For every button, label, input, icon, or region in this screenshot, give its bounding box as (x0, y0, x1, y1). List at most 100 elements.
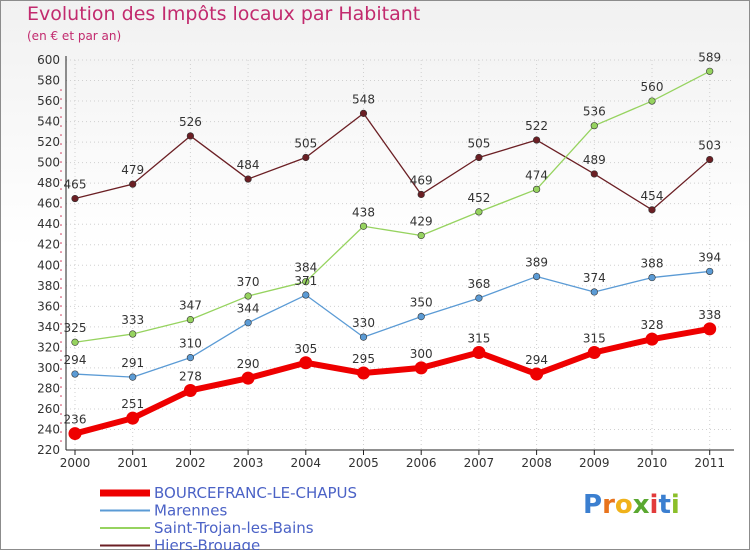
y-tick-label: 300 (37, 361, 60, 375)
data-label: 368 (467, 277, 490, 291)
series-bourcefranc-le-chapus: 236 251 278 290 305 295 300 315 294 315 328 338 (64, 308, 721, 441)
data-point (129, 373, 137, 381)
data-point (706, 67, 714, 75)
legend-label: BOURCEFRANC-LE-CHAPUS (154, 484, 357, 502)
data-label: 278 (179, 369, 202, 383)
y-tick-label: 560 (37, 94, 60, 108)
axes (60, 56, 734, 451)
axis-dot (60, 179, 62, 181)
data-point (299, 356, 313, 370)
data-point (129, 330, 137, 338)
x-tick-label: 2008 (521, 456, 552, 470)
axis-dot (60, 413, 62, 415)
axis-dot (60, 305, 62, 307)
data-point (302, 153, 310, 162)
data-point (357, 366, 370, 380)
y-tick-label: 400 (37, 258, 60, 272)
x-tick-label: 2010 (637, 456, 668, 470)
data-point (532, 136, 541, 144)
logo-letter: t (658, 490, 671, 520)
data-point (244, 292, 252, 300)
y-tick-label: 380 (37, 279, 60, 293)
data-point (532, 185, 541, 193)
data-label: 503 (698, 139, 721, 153)
data-label: 344 (237, 302, 260, 316)
data-point (475, 294, 483, 302)
data-point (126, 411, 140, 425)
axis-dot (60, 251, 62, 253)
axis-dot (60, 377, 62, 379)
axis-dot (60, 134, 62, 136)
data-label: 465 (64, 178, 87, 192)
axis-dot (60, 431, 62, 433)
data-label: 315 (583, 332, 606, 346)
axis-dot (60, 260, 62, 262)
data-point (186, 316, 194, 324)
data-point (244, 175, 252, 183)
data-point (706, 267, 714, 276)
data-label: 560 (641, 80, 664, 94)
series-group: 4654795264845055484695055224894545033253… (64, 50, 721, 441)
series-saint-trojan-les-bains: 325 333 347 370 384 438 429 452 474 536 560 589 (64, 50, 721, 346)
x-tick-label: 2003 (233, 456, 264, 470)
data-label: 454 (641, 189, 664, 203)
data-label: 384 (294, 261, 317, 275)
axis-dot (60, 341, 62, 343)
series-line (74, 112, 711, 211)
data-label: 328 (641, 318, 664, 332)
data-label: 452 (467, 191, 490, 205)
logo-letter: P (583, 490, 603, 520)
data-label: 389 (525, 256, 548, 270)
y-tick-label: 580 (37, 74, 60, 88)
data-point (475, 208, 483, 216)
data-label: 291 (121, 356, 144, 370)
series-hiers-brouage: 465 479 526 484 505 548 469 505 522 489 454 503 (64, 92, 721, 214)
data-point (359, 109, 368, 117)
data-point (186, 132, 194, 140)
y-tick-label: 260 (37, 402, 60, 416)
axis-dot (60, 224, 62, 226)
data-label: 300 (410, 347, 433, 361)
x-tick-label: 2007 (464, 456, 495, 470)
axis-dot (60, 440, 62, 442)
y-tick-label: 280 (37, 381, 60, 395)
x-tick-label: 2006 (406, 456, 437, 470)
axis-dot (60, 404, 62, 406)
data-point (648, 97, 656, 105)
axis-dot (60, 206, 62, 208)
series-line (74, 270, 710, 378)
x-tick-label: 2001 (117, 456, 148, 470)
x-tick-label: 2005 (348, 456, 379, 470)
data-label: 295 (352, 352, 375, 366)
data-point (186, 354, 194, 362)
data-label: 370 (237, 275, 260, 289)
axis-dot (60, 89, 62, 91)
data-point (648, 206, 656, 214)
data-point (359, 222, 368, 230)
axis-dot (60, 314, 62, 316)
y-tick-label: 520 (37, 135, 60, 149)
axis-dot (60, 395, 62, 397)
y-tick-label: 480 (37, 176, 60, 190)
logo-letter: i (649, 490, 659, 520)
data-point (645, 332, 659, 346)
data-label: 438 (352, 205, 375, 219)
series-marennes: 294 291 310 344 371 330 350 368 389 374 388 394 (64, 250, 721, 381)
y-tick-label: 440 (37, 217, 60, 231)
axis-dot (60, 188, 62, 190)
axis-dot (60, 332, 62, 334)
x-tick-label: 2004 (291, 456, 322, 470)
axis-dot (60, 278, 62, 280)
data-label: 489 (583, 153, 606, 167)
data-label: 388 (641, 257, 664, 271)
y-tick-label: 600 (37, 53, 60, 67)
data-label: 236 (64, 413, 87, 427)
y-tick-label: 340 (37, 320, 60, 334)
data-point (302, 291, 310, 299)
y-tick-label: 460 (37, 197, 60, 211)
data-label: 474 (525, 168, 548, 182)
data-label: 315 (467, 332, 490, 346)
axis-dot (60, 197, 62, 199)
